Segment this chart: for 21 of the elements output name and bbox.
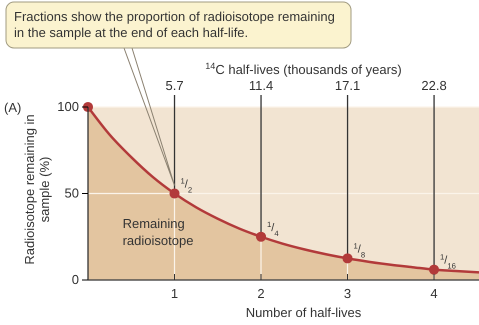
x-tick-label: 4 — [430, 286, 438, 302]
x2-axis-title: $^{14}$C half-lives (thousands of years) — [205, 61, 402, 77]
annotation: Fractions show the proportion of radioisotope remaining in the sample at the end of each half-life. — [14, 9, 335, 40]
data-label: $^{1}$/$_{4}$ — [267, 219, 280, 238]
x2-tick-label: 17.1 — [334, 78, 360, 93]
data-label: $^{1}$/$_{16}$ — [440, 252, 456, 270]
x2-tick-label: 22.8 — [421, 78, 447, 93]
text: (A) — [4, 100, 22, 115]
x-tick-label: 2 — [257, 286, 265, 302]
y-tick-label: 100 — [57, 99, 79, 114]
y-tick-label: 0 — [72, 272, 79, 288]
data-label: $^{1}$/$_{8}$ — [354, 240, 366, 259]
data-label: $^{1}$/$_{2}$ — [180, 176, 192, 194]
x-tick-label: 1 — [170, 286, 178, 302]
x-axis-title: Number of half-lives — [246, 305, 362, 320]
x2-tick-label: 11.4 — [248, 78, 274, 93]
y-axis-title: Radioisotope remaining in sample (%) — [22, 114, 52, 265]
annotation: Remaining radioisotope — [122, 216, 194, 248]
y-tick-label: 50 — [64, 186, 79, 201]
x2-tick-label: 5.7 — [165, 78, 184, 93]
x-tick-label: 3 — [344, 286, 352, 302]
